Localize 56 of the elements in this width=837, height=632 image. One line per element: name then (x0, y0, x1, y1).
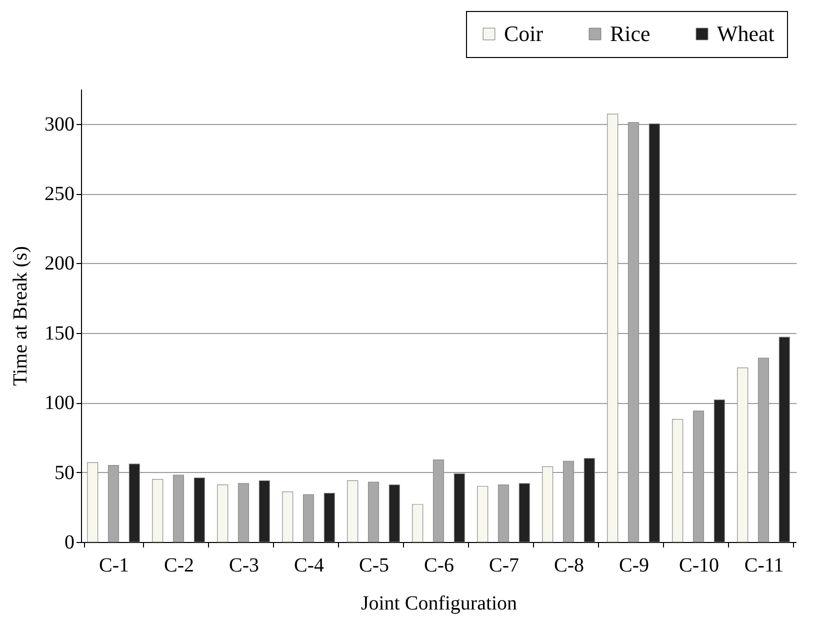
bar (562, 460, 574, 542)
bar (454, 473, 465, 542)
legend-label: Coir (504, 21, 544, 46)
bar (258, 480, 270, 542)
x-tick-label: C-5 (359, 554, 389, 576)
bar (672, 419, 684, 542)
bar (692, 410, 704, 542)
bar (412, 504, 424, 542)
x-tick-label: C-11 (744, 554, 784, 576)
y-tick-label: 50 (54, 462, 74, 484)
y-tick-label: 0 (64, 532, 74, 554)
bar (194, 478, 205, 542)
bar (714, 400, 725, 542)
bar (584, 458, 595, 542)
x-tick-label: C-7 (489, 554, 519, 576)
y-tick-label: 100 (44, 392, 74, 414)
bar (778, 336, 790, 542)
x-tick-label: C-6 (424, 554, 454, 576)
bar (324, 492, 335, 542)
bar (108, 465, 120, 542)
y-tick-label: 250 (44, 183, 74, 206)
y-tick-label: 200 (44, 252, 74, 275)
bar (87, 462, 98, 542)
bar (432, 459, 444, 542)
bar (388, 484, 400, 542)
x-tick-label: C-8 (554, 554, 584, 576)
bar (498, 484, 510, 542)
bar (737, 367, 748, 542)
bar (368, 482, 380, 542)
bar (217, 484, 228, 542)
y-tick-label: 150 (44, 322, 74, 344)
bar (152, 478, 164, 542)
y-tick-label: 300 (44, 113, 74, 136)
x-tick-label: C-9 (619, 554, 649, 576)
bar (477, 486, 488, 542)
bar (758, 358, 770, 542)
x-tick-label: C-4 (294, 554, 324, 576)
bar (238, 483, 250, 542)
bar (282, 492, 294, 542)
bar (302, 494, 314, 542)
legend-label: Wheat (717, 21, 774, 46)
x-tick-label: C-3 (229, 554, 259, 576)
bar (518, 483, 530, 542)
bar (347, 480, 358, 542)
y-axis-title: Time at Break (s) (10, 246, 32, 386)
bar (648, 124, 660, 542)
bar (607, 114, 618, 542)
x-tick-label: C-1 (99, 554, 129, 576)
x-tick-label: C-10 (679, 554, 719, 576)
x-tick-label: C-2 (164, 554, 194, 576)
bar (172, 474, 184, 542)
x-axis-title: Joint Configuration (360, 592, 518, 614)
bar (542, 466, 554, 542)
legend-label: Rice (610, 21, 650, 46)
bar (128, 464, 140, 542)
bar (628, 122, 640, 542)
